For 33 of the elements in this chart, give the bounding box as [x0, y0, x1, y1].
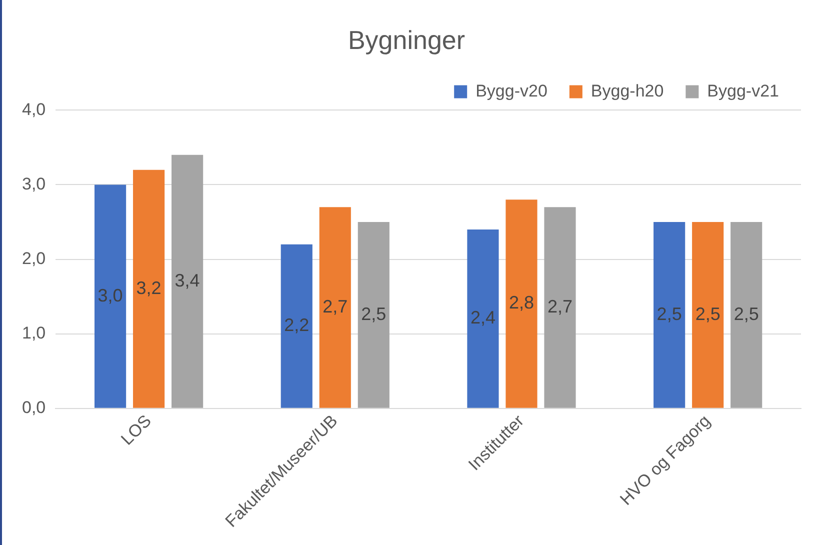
data-label: 3,0 — [98, 285, 123, 306]
data-label: 2,8 — [508, 292, 534, 313]
data-label: 2,5 — [361, 304, 386, 324]
chart-title: Bygninger — [348, 24, 466, 55]
bar — [172, 154, 204, 408]
data-label: 2,5 — [656, 304, 682, 324]
data-label: 2,7 — [322, 296, 348, 316]
bar — [692, 222, 724, 408]
legend-label: Bygg-v21 — [707, 81, 780, 100]
data-label: 2,4 — [470, 308, 496, 328]
data-label: 3,4 — [174, 270, 200, 290]
legend-label: Bygg-v20 — [476, 81, 548, 100]
bar — [506, 200, 538, 408]
data-label: 3,2 — [136, 278, 162, 298]
y-tick-label: 2,0 — [22, 248, 46, 268]
bar — [133, 170, 165, 408]
data-label: 2,7 — [547, 296, 573, 316]
y-tick-label: 4,0 — [22, 100, 46, 119]
bar — [280, 244, 312, 408]
y-tick-label: 0,0 — [22, 398, 46, 418]
legend-label: Bygg-h20 — [590, 81, 664, 100]
bar — [358, 222, 390, 408]
y-tick-label: 3,0 — [22, 174, 46, 194]
bar — [94, 184, 126, 408]
bar — [654, 222, 686, 408]
bar — [730, 222, 762, 408]
y-tick-label: 1,0 — [22, 324, 46, 343]
bar — [544, 207, 576, 408]
bar — [319, 207, 351, 408]
data-label: 2,5 — [734, 304, 759, 324]
data-label: 2,5 — [695, 304, 720, 324]
bar — [467, 229, 499, 408]
data-label: 2,2 — [284, 315, 310, 336]
